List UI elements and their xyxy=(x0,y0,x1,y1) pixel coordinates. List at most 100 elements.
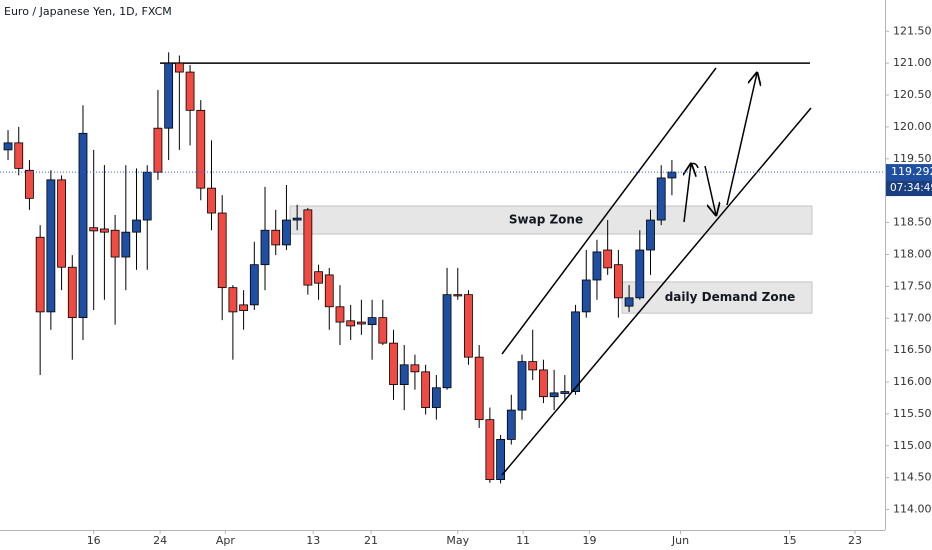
last-price-label: 119.292 xyxy=(891,165,932,178)
candle-body xyxy=(485,419,495,481)
drawings xyxy=(501,67,812,476)
candle-body xyxy=(207,187,216,214)
candle-body xyxy=(89,227,99,232)
candle-body xyxy=(196,109,206,189)
y-tick-label: 116.500 xyxy=(893,343,932,356)
candle-body xyxy=(35,236,45,313)
x-tick-label: Apr xyxy=(216,534,236,547)
candle-body xyxy=(185,71,195,111)
y-tick-label: 120.500 xyxy=(893,88,932,101)
chart-title: Euro / Japanese Yen, 1D, FXCM xyxy=(4,5,172,18)
y-tick-label: 114.500 xyxy=(893,471,932,484)
candle-body xyxy=(67,266,77,319)
y-tick-label: 121.500 xyxy=(893,24,932,37)
countdown-box xyxy=(886,180,932,197)
y-tick-label: 119.500 xyxy=(893,152,932,165)
x-tick-label: 13 xyxy=(306,534,320,547)
y-tick-label: 121.000 xyxy=(893,56,932,69)
candle-body xyxy=(517,361,527,411)
y-tick-label: 116.000 xyxy=(893,375,932,388)
arrow xyxy=(684,164,691,223)
candle-body xyxy=(14,142,24,169)
candle-body xyxy=(592,251,602,281)
channel-upper xyxy=(501,67,717,355)
candle-body xyxy=(346,320,356,327)
candle-body xyxy=(464,294,473,358)
candle-body xyxy=(571,311,580,393)
zone xyxy=(621,281,813,314)
candle-body xyxy=(624,297,634,307)
zone-label: Swap Zone xyxy=(509,213,583,227)
y-tick-label: 118.500 xyxy=(893,216,932,229)
candle-body xyxy=(292,217,302,221)
y-tick-label: 120.000 xyxy=(893,120,932,133)
candle-body xyxy=(25,169,34,199)
candle-body xyxy=(431,387,441,408)
candle-body xyxy=(153,127,163,173)
candle-body xyxy=(453,294,463,297)
candle-body xyxy=(667,171,677,179)
countdown-label: 07:34:49 xyxy=(890,182,932,194)
candle-body xyxy=(57,179,66,268)
zone-label: daily Demand Zone xyxy=(665,290,796,304)
candle-body xyxy=(271,229,281,246)
candle-body xyxy=(421,371,431,408)
candle-body xyxy=(581,279,591,313)
x-tick-label: Jun xyxy=(671,534,689,547)
x-tick-label: 16 xyxy=(87,534,101,547)
candle-body xyxy=(142,171,152,221)
y-tick-label: 117.500 xyxy=(893,279,932,292)
candle-body xyxy=(303,209,313,286)
x-tick-label: 24 xyxy=(153,534,167,547)
candle-body xyxy=(613,264,623,299)
candle-body xyxy=(46,179,56,313)
arrow xyxy=(726,73,757,206)
x-tick-label: 15 xyxy=(783,534,797,547)
y-tick-label: 115.000 xyxy=(893,439,932,452)
candle-body xyxy=(78,132,88,319)
x-tick-label: 21 xyxy=(364,534,378,547)
candle-body xyxy=(496,439,505,481)
candle-body xyxy=(3,142,13,151)
arrow xyxy=(704,165,716,215)
x-tick-label: May xyxy=(446,534,469,547)
y-tick-label: 118.000 xyxy=(893,247,932,260)
arrow-hook xyxy=(690,162,699,169)
channel-lower xyxy=(501,107,812,476)
candle-body xyxy=(656,177,666,221)
candle-body xyxy=(239,304,249,312)
candle-body xyxy=(646,219,655,251)
candle-body xyxy=(217,212,227,289)
candle-body xyxy=(260,229,270,266)
candle-body xyxy=(389,342,398,385)
candle-body xyxy=(603,249,613,269)
candle-body xyxy=(249,264,259,306)
candle-body xyxy=(635,249,645,299)
candle-body xyxy=(506,409,516,440)
candle-body xyxy=(228,287,238,313)
candle-body xyxy=(474,356,484,421)
y-tick-label: 114.000 xyxy=(893,503,932,516)
y-tick-label: 115.500 xyxy=(893,407,932,420)
candle-body xyxy=(174,62,184,73)
candle-body xyxy=(110,229,120,258)
x-tick-label: 23 xyxy=(848,534,862,547)
candle-body xyxy=(528,361,538,371)
y-tick-label: 117.000 xyxy=(893,311,932,324)
candle-body xyxy=(560,391,570,394)
candle-body xyxy=(282,219,291,246)
candle-body xyxy=(549,392,559,398)
candle-body xyxy=(132,219,141,233)
candle-body xyxy=(314,271,323,284)
candle-body xyxy=(324,274,334,308)
candle-body xyxy=(100,228,109,233)
x-tick-label: 11 xyxy=(516,534,530,547)
candle-body xyxy=(335,306,345,323)
candle-body xyxy=(121,231,131,258)
candle-body xyxy=(410,364,420,373)
x-tick-label: 19 xyxy=(582,534,596,547)
candle-body xyxy=(378,317,388,344)
candle-body xyxy=(367,317,377,326)
candle-body xyxy=(399,364,409,385)
